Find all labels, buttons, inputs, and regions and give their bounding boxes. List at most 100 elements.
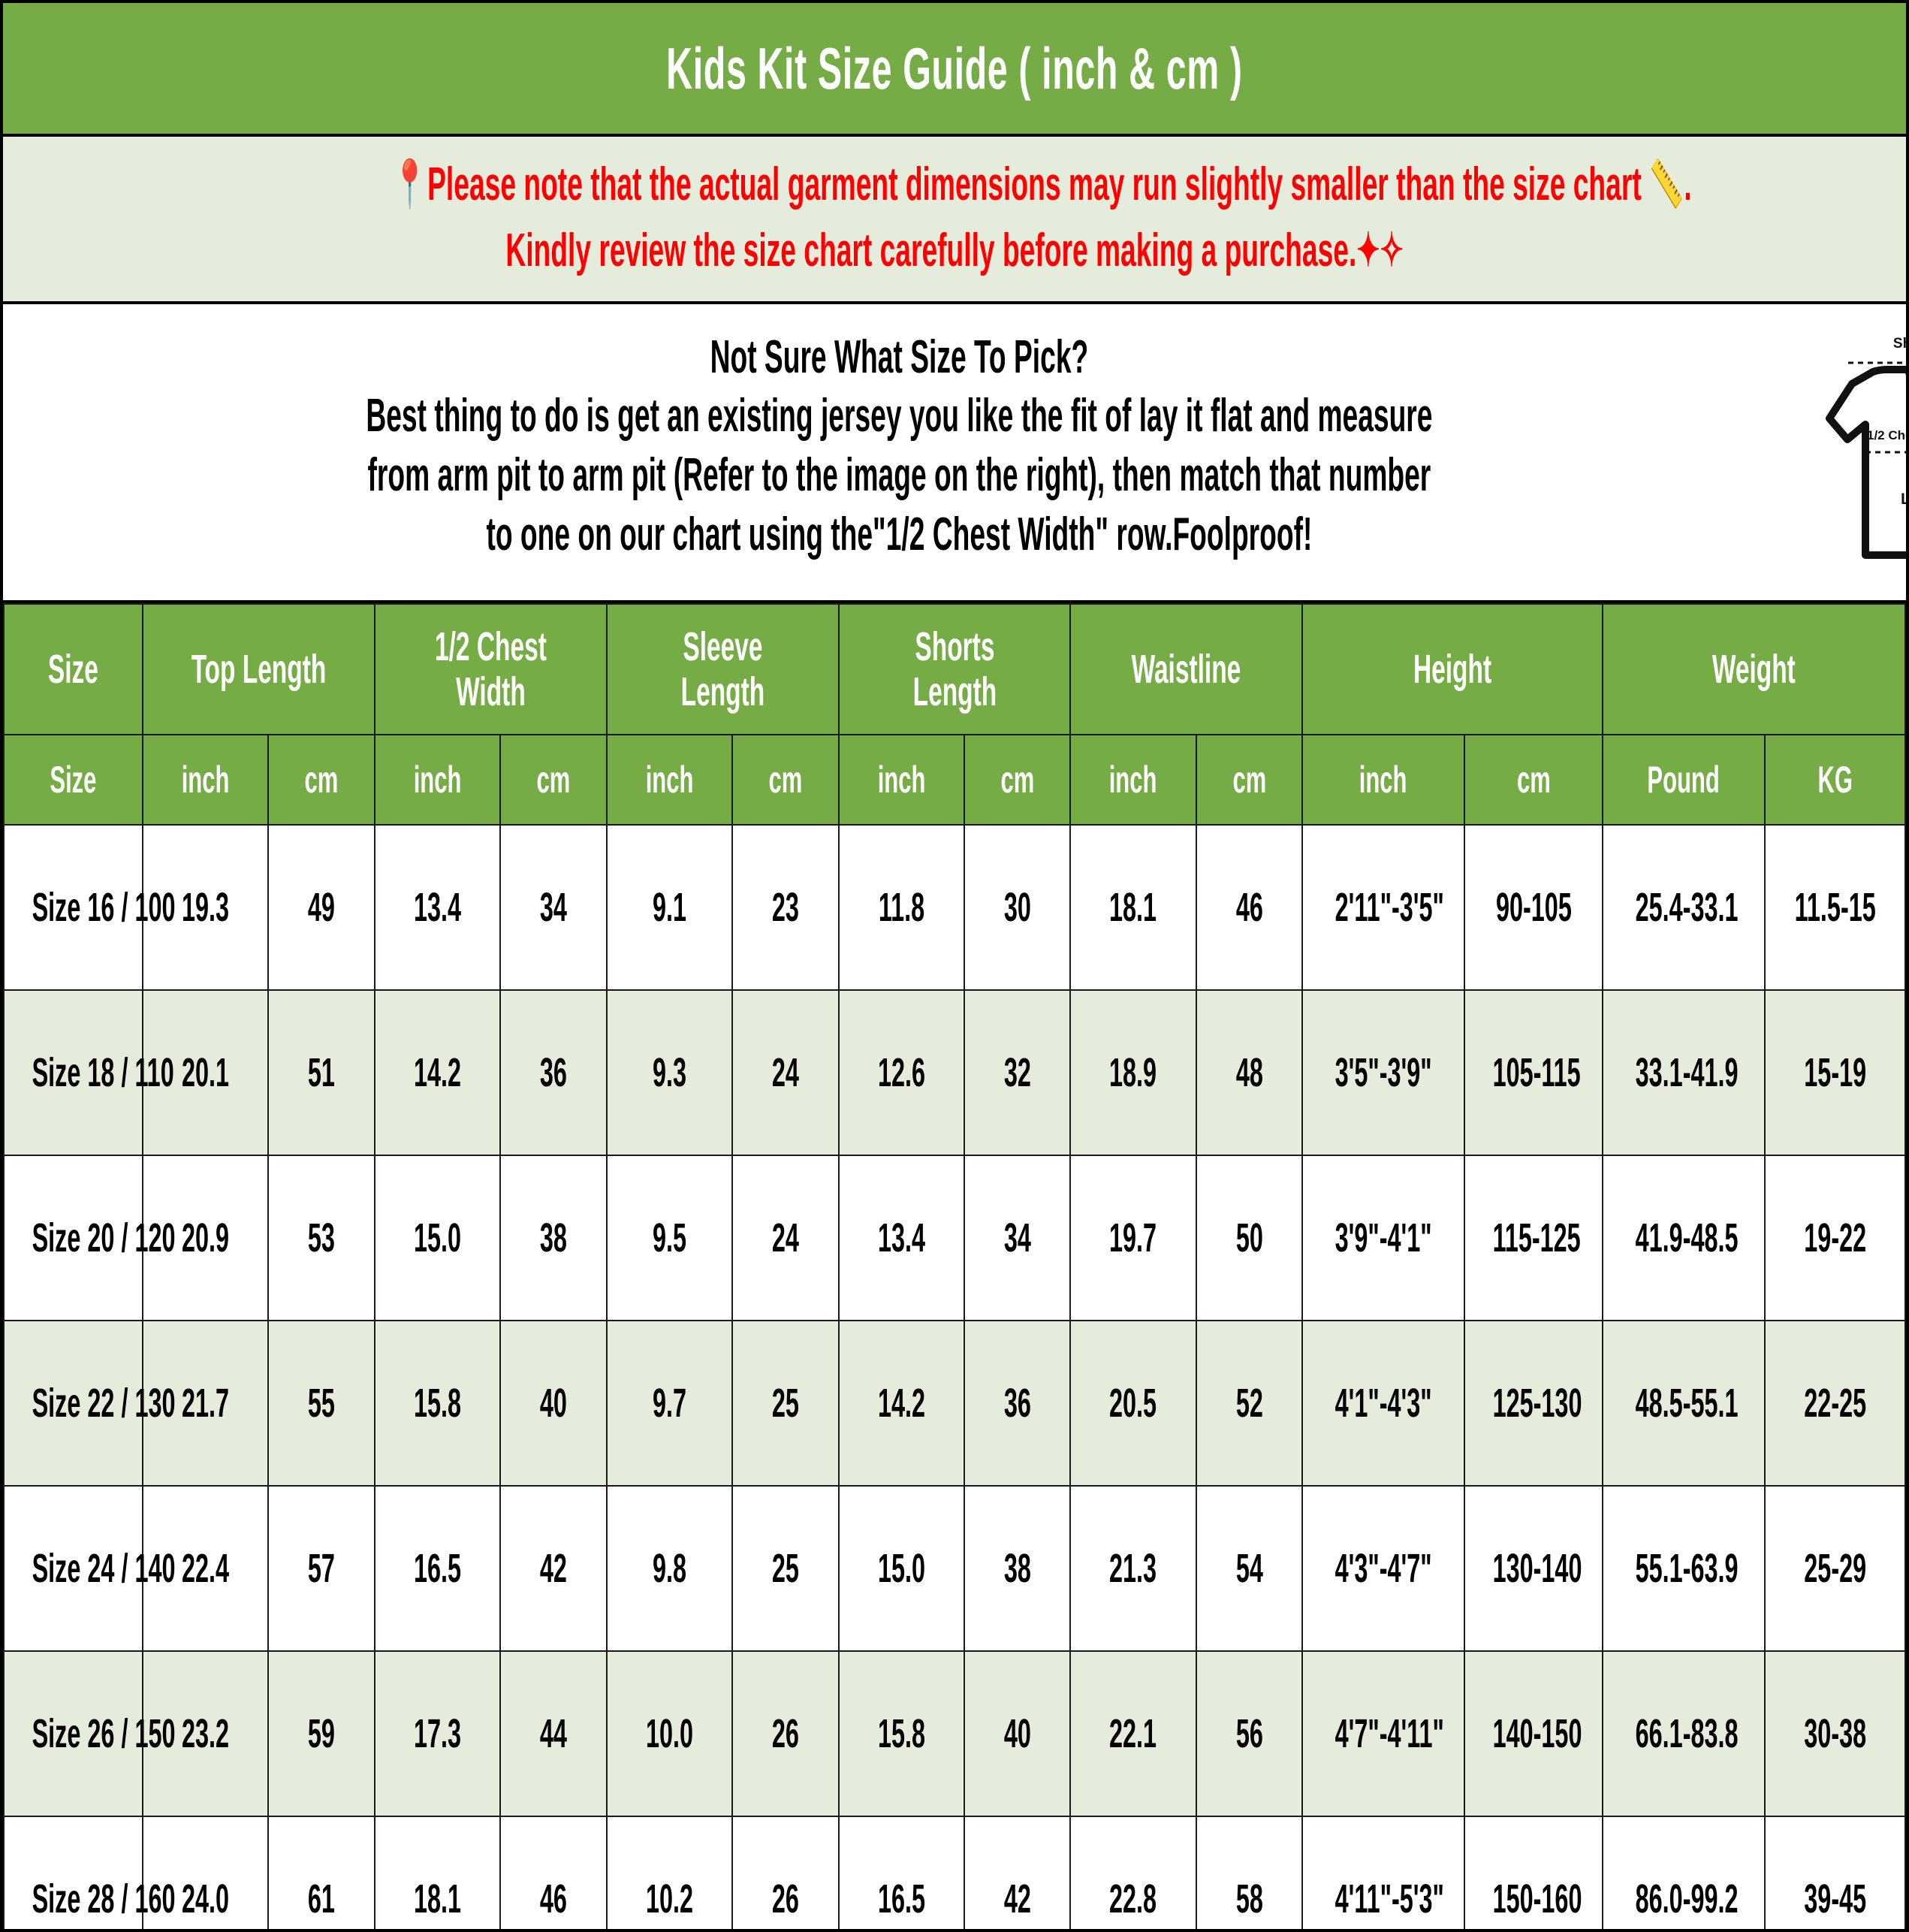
- cell-size-text: Size 24 / 140: [32, 1546, 176, 1592]
- cell-value-text: 26: [771, 1876, 799, 1922]
- cell-value-text: 30: [1003, 885, 1031, 931]
- note-line-2: Kindly review the size chart carefully b…: [505, 224, 1404, 276]
- header-unit-top-length-cm: cm: [267, 734, 375, 826]
- cell-value: 15-19: [1763, 989, 1906, 1157]
- header-group-weight: Weight: [1602, 603, 1906, 736]
- cell-value-text: 19.7: [1109, 1215, 1157, 1261]
- cell-value: 20.1: [141, 989, 269, 1157]
- cell-value-text: 51: [307, 1050, 335, 1096]
- cell-value: 115-125: [1463, 1155, 1604, 1322]
- cell-value: 150-160: [1463, 1816, 1604, 1929]
- cell-value-text: 22.4: [181, 1546, 229, 1592]
- table-row: Size 24 / 140 22.4 57 16.5 42 9.8 25 15.0 38 21.3…: [3, 1485, 1906, 1653]
- instructions-text: Not Sure What Size To Pick? Best thing t…: [3, 330, 1788, 564]
- cell-value-text: 15.0: [413, 1215, 461, 1261]
- cell-value: 10.0: [605, 1650, 733, 1818]
- cell-value-text: 46: [1235, 885, 1263, 931]
- cell-value: 34: [963, 1155, 1072, 1322]
- cell-value: 15.0: [373, 1155, 501, 1322]
- cell-value-text: 9.5: [652, 1215, 686, 1261]
- cell-value: 12.6: [837, 989, 965, 1157]
- cell-size-text: Size 18 / 110: [32, 1050, 174, 1096]
- cell-value: 90-105: [1463, 824, 1604, 992]
- cell-value: 40: [963, 1650, 1072, 1818]
- cell-value-text: 49: [307, 885, 335, 931]
- header-row-groups: Size Top Length 1/2 Chest Width Sleeve L…: [3, 603, 1906, 736]
- cell-value-text: 58: [1235, 1876, 1263, 1922]
- table-row: Size 22 / 130 21.7 55 15.8 40 9.7 25 14.2 36 20.5…: [3, 1320, 1906, 1487]
- cell-value-text: 9.8: [652, 1546, 686, 1592]
- cell-value-text: 11.5-15: [1794, 885, 1876, 931]
- cell-value: 19.3: [141, 824, 269, 992]
- header-unit-size: Size: [3, 734, 143, 826]
- length-label: Length: [1901, 491, 1909, 508]
- cell-size: Size 28 / 160: [3, 1816, 176, 1929]
- cell-value: 14.2: [837, 1320, 965, 1487]
- header-group-size: Size: [3, 603, 143, 736]
- cell-value: 52: [1195, 1320, 1304, 1487]
- cell-value-text: 52: [1235, 1381, 1263, 1426]
- table-row: Size 16 / 100 19.3 49 13.4 34 9.1 23 11.8 30 18.1…: [3, 824, 1906, 992]
- cell-value: 4'7"-4'11": [1301, 1650, 1465, 1818]
- cell-value: 36: [499, 989, 608, 1157]
- cell-value-text: 32: [1003, 1050, 1031, 1096]
- cell-size: Size 16 / 100: [3, 824, 176, 992]
- note-band: 📍Please note that the actual garment dim…: [3, 137, 1906, 305]
- cell-value: 32: [963, 989, 1072, 1157]
- cell-value-text: 9.7: [652, 1381, 686, 1426]
- cell-value: 86.0-99.2: [1602, 1816, 1766, 1929]
- cell-value-text: 12.6: [877, 1050, 925, 1096]
- cell-value-text: 130-140: [1492, 1546, 1582, 1592]
- cell-value-text: 16.5: [877, 1876, 925, 1922]
- cell-value: 9.7: [605, 1320, 733, 1487]
- cell-value-text: 48: [1235, 1050, 1263, 1096]
- cell-value-text: 24.0: [181, 1876, 229, 1922]
- cell-value-text: 4'3"-4'7": [1334, 1546, 1432, 1592]
- cell-value: 19-22: [1763, 1155, 1906, 1322]
- cell-value-text: 23.2: [181, 1711, 229, 1757]
- cell-value: 25: [731, 1485, 840, 1653]
- cell-value-text: 25-29: [1803, 1546, 1866, 1592]
- cell-value: 24: [731, 989, 840, 1157]
- cell-value: 9.1: [605, 824, 733, 992]
- cell-value-text: 15.0: [877, 1546, 925, 1592]
- cell-value-text: 26: [771, 1711, 799, 1757]
- table-header: Size Top Length 1/2 Chest Width Sleeve L…: [3, 603, 1906, 826]
- cell-value: 61: [267, 1816, 375, 1929]
- cell-value: 26: [731, 1650, 840, 1818]
- cell-value-text: 140-150: [1492, 1711, 1582, 1757]
- cell-value-text: 25: [771, 1546, 799, 1592]
- cell-value: 20.9: [141, 1155, 269, 1322]
- cell-value-text: 20.9: [181, 1215, 229, 1261]
- header-row-units: Size inch cm inch cm inch cm inch cm inc…: [3, 734, 1906, 826]
- cell-value-text: 13.4: [877, 1215, 925, 1261]
- cell-size-text: Size 26 / 150: [32, 1711, 176, 1757]
- cell-value-text: 36: [539, 1050, 567, 1096]
- cell-value-text: 25.4-33.1: [1635, 885, 1739, 931]
- title-bar: Kids Kit Size Guide ( inch & cm ): [3, 3, 1906, 137]
- cell-size: Size 26 / 150: [3, 1650, 176, 1818]
- cell-value: 22.8: [1069, 1816, 1197, 1929]
- cell-value-text: 50: [1235, 1215, 1263, 1261]
- table-row: Size 18 / 110 20.1 51 14.2 36 9.3 24 12.6 32 18.9…: [3, 989, 1906, 1157]
- cell-value-text: 19.3: [181, 885, 229, 931]
- table-row: Size 26 / 150 23.2 59 17.3 44 10.0 26 15.8 40 22.…: [3, 1650, 1906, 1818]
- cell-value: 19.7: [1069, 1155, 1197, 1322]
- cell-value: 4'11"-5'3": [1301, 1816, 1465, 1929]
- cell-value: 57: [267, 1485, 375, 1653]
- cell-value: 15.8: [373, 1320, 501, 1487]
- cell-size: Size 22 / 130: [3, 1320, 176, 1487]
- cell-value-text: 10.0: [645, 1711, 693, 1757]
- cell-value: 23.2: [141, 1650, 269, 1818]
- cell-value: 53: [267, 1155, 375, 1322]
- header-unit-height-cm: cm: [1463, 734, 1604, 826]
- header-unit-waist-cm: cm: [1195, 734, 1304, 826]
- header-group-shorts-length: Shorts Length: [837, 603, 1072, 736]
- cell-value: 18.1: [1069, 824, 1197, 992]
- header-group-height: Height: [1301, 603, 1604, 736]
- table-row: Size 20 / 120 20.9 53 15.0 38 9.5 24 13.4 34 19.7…: [3, 1155, 1906, 1322]
- header-unit-height-inch: inch: [1301, 734, 1465, 826]
- cell-value: 25: [731, 1320, 840, 1487]
- cell-value-text: 18.9: [1109, 1050, 1157, 1096]
